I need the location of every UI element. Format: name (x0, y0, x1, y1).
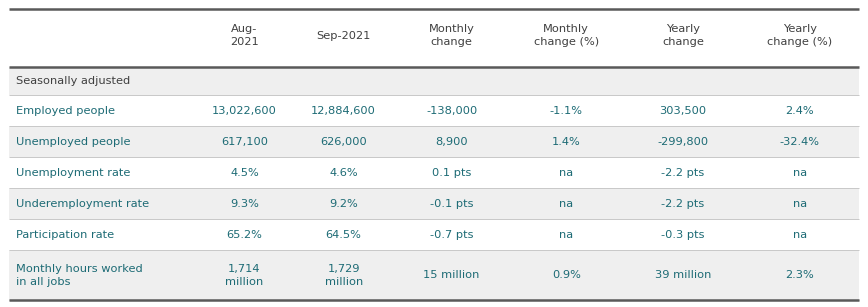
Text: 9.3%: 9.3% (230, 199, 259, 209)
Text: Aug-
2021: Aug- 2021 (230, 24, 259, 47)
Text: -138,000: -138,000 (426, 106, 477, 116)
Text: Employed people: Employed people (16, 106, 115, 116)
Text: na: na (559, 168, 573, 178)
Text: Underemployment rate: Underemployment rate (16, 199, 148, 209)
Text: 303,500: 303,500 (660, 106, 707, 116)
Text: Yearly
change (%): Yearly change (%) (767, 24, 832, 47)
Text: na: na (792, 168, 807, 178)
Text: Unemployed people: Unemployed people (16, 137, 130, 147)
Text: na: na (559, 199, 573, 209)
Text: Monthly
change: Monthly change (429, 24, 475, 47)
Text: -2.2 pts: -2.2 pts (661, 199, 705, 209)
Text: Monthly hours worked
in all jobs: Monthly hours worked in all jobs (16, 264, 142, 287)
Text: 1,729
million: 1,729 million (325, 264, 363, 287)
Text: 617,100: 617,100 (221, 137, 268, 147)
Text: -0.7 pts: -0.7 pts (430, 230, 473, 240)
Text: Sep-2021: Sep-2021 (317, 31, 371, 41)
Text: 0.9%: 0.9% (552, 270, 581, 280)
Text: 64.5%: 64.5% (326, 230, 362, 240)
Text: -32.4%: -32.4% (779, 137, 819, 147)
Text: na: na (559, 230, 573, 240)
Text: Yearly
change: Yearly change (662, 24, 704, 47)
Text: 8,900: 8,900 (436, 137, 468, 147)
Text: 15 million: 15 million (424, 270, 480, 280)
Text: Monthly
change (%): Monthly change (%) (534, 24, 599, 47)
Text: 4.5%: 4.5% (230, 168, 259, 178)
Text: 1,714
million: 1,714 million (226, 264, 264, 287)
Text: -1.1%: -1.1% (549, 106, 582, 116)
Text: 9.2%: 9.2% (329, 199, 358, 209)
Text: 0.1 pts: 0.1 pts (432, 168, 471, 178)
Bar (9, 67, 859, 95)
Text: 39 million: 39 million (654, 270, 711, 280)
Text: 12,884,600: 12,884,600 (312, 106, 376, 116)
Text: -2.2 pts: -2.2 pts (661, 168, 705, 178)
Text: 13,022,600: 13,022,600 (212, 106, 277, 116)
Text: -0.3 pts: -0.3 pts (661, 230, 705, 240)
Text: 2.4%: 2.4% (786, 106, 814, 116)
Text: na: na (792, 199, 807, 209)
Text: 4.6%: 4.6% (329, 168, 358, 178)
Text: -299,800: -299,800 (657, 137, 708, 147)
Text: 626,000: 626,000 (320, 137, 367, 147)
Text: Participation rate: Participation rate (16, 230, 114, 240)
Text: Unemployment rate: Unemployment rate (16, 168, 130, 178)
Text: -0.1 pts: -0.1 pts (430, 199, 473, 209)
Text: 65.2%: 65.2% (227, 230, 262, 240)
Text: Seasonally adjusted: Seasonally adjusted (16, 76, 130, 86)
Text: 2.3%: 2.3% (786, 270, 814, 280)
Text: na: na (792, 230, 807, 240)
Text: 1.4%: 1.4% (552, 137, 581, 147)
